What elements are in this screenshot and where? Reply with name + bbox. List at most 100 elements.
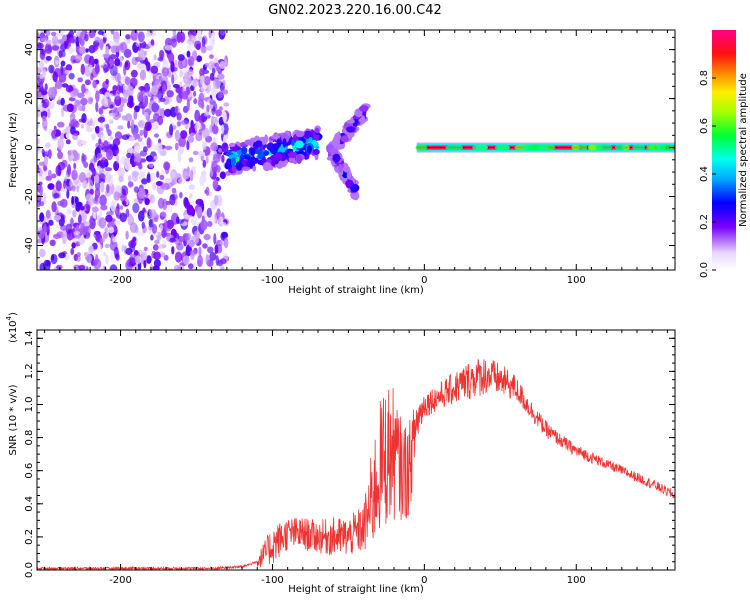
noise-blob — [48, 169, 52, 178]
noise-blob — [201, 170, 207, 176]
noise-blob — [128, 175, 132, 182]
band-blob — [244, 139, 253, 146]
noise-blob — [64, 69, 72, 74]
noise-blob — [70, 247, 75, 256]
carrier-blob — [614, 144, 626, 151]
noise-blob — [138, 210, 145, 222]
noise-blob — [85, 169, 92, 178]
noise-blob — [66, 208, 72, 215]
noise-blob — [93, 258, 102, 270]
noise-blob — [122, 84, 129, 90]
noise-blob — [164, 145, 173, 150]
noise-blob — [179, 69, 183, 78]
noise-blob — [49, 239, 56, 247]
band-blob — [270, 148, 279, 154]
noise-blob — [218, 148, 222, 153]
noise-blob — [86, 126, 93, 133]
band-blob — [271, 134, 280, 139]
noise-blob — [209, 99, 216, 105]
noise-blob — [45, 43, 52, 54]
noise-blob — [115, 149, 119, 154]
noise-blob — [222, 135, 227, 145]
carrier-blob — [594, 144, 613, 151]
noise-blob — [43, 223, 47, 236]
noise-blob — [211, 160, 218, 173]
noise-blob — [223, 102, 230, 107]
noise-blob — [155, 181, 163, 186]
noise-blob — [139, 129, 144, 136]
noise-blob — [195, 43, 201, 50]
noise-blob — [158, 93, 161, 104]
noise-blob — [188, 263, 194, 270]
band-blob — [236, 169, 242, 175]
noise-blob — [181, 78, 188, 84]
noise-blob — [163, 95, 170, 106]
noise-blob — [128, 94, 134, 107]
noise-blob — [192, 150, 199, 156]
noise-blob — [70, 35, 78, 44]
noise-blob — [172, 125, 177, 130]
noise-blob — [150, 39, 155, 46]
noise-blob — [37, 42, 44, 49]
noise-blob — [205, 254, 210, 266]
noise-blob — [37, 122, 40, 129]
band-blob — [314, 127, 320, 134]
noise-blob — [202, 127, 210, 139]
y-tick-label: 0.0 — [24, 562, 35, 578]
noise-blob — [39, 60, 45, 69]
noise-blob — [138, 86, 146, 91]
falling-streak-blob — [342, 176, 347, 182]
colorbar-ticks: 0.0 0.2 0.4 0.6 0.8 — [699, 70, 716, 278]
noise-blob — [178, 177, 186, 184]
noise-blob — [75, 255, 81, 262]
carrier-blob — [632, 144, 646, 151]
noise-blob — [51, 173, 57, 179]
noise-blob — [164, 177, 173, 184]
noise-blob — [198, 246, 202, 258]
noise-blob — [120, 205, 123, 210]
band-blob — [295, 130, 305, 138]
noise-blob — [222, 80, 226, 87]
noise-blob — [62, 34, 67, 42]
noise-blob — [73, 230, 81, 236]
noise-blob — [157, 142, 163, 154]
noise-blob — [51, 31, 57, 37]
noise-blob — [200, 45, 207, 54]
noise-blob — [105, 78, 109, 85]
noise-blob — [124, 76, 131, 86]
falling-streak-blob — [343, 164, 350, 173]
noise-blob — [169, 194, 176, 206]
noise-blob — [88, 64, 93, 73]
carrier-blob — [659, 144, 675, 151]
noise-blob — [170, 60, 175, 73]
falling-streak-blob — [332, 153, 341, 163]
noise-blob — [216, 66, 222, 72]
spectrogram-feature-noise — [37, 30, 230, 270]
noise-blob — [89, 188, 94, 195]
rising-streak-blob — [336, 133, 342, 141]
noise-blob — [159, 174, 165, 180]
noise-blob — [144, 121, 152, 132]
noise-blob — [117, 167, 125, 178]
y-tick-label: 0 — [24, 144, 35, 150]
noise-blob — [209, 252, 217, 261]
noise-blob — [219, 171, 226, 179]
noise-blob — [133, 186, 139, 193]
noise-blob — [89, 245, 94, 252]
noise-blob — [106, 148, 114, 161]
noise-blob — [71, 169, 78, 181]
noise-blob — [125, 113, 133, 122]
noise-blob — [51, 129, 58, 139]
noise-blob — [180, 120, 189, 125]
noise-blob — [153, 155, 158, 160]
svg-text:(x104): (x104) — [5, 312, 19, 343]
noise-blob — [51, 254, 55, 261]
noise-blob — [124, 163, 133, 171]
noise-blob — [183, 83, 191, 88]
noise-blob — [153, 259, 161, 268]
noise-blob — [48, 219, 54, 226]
noise-blob — [83, 161, 89, 168]
noise-blob — [78, 172, 87, 183]
noise-blob — [100, 142, 105, 150]
